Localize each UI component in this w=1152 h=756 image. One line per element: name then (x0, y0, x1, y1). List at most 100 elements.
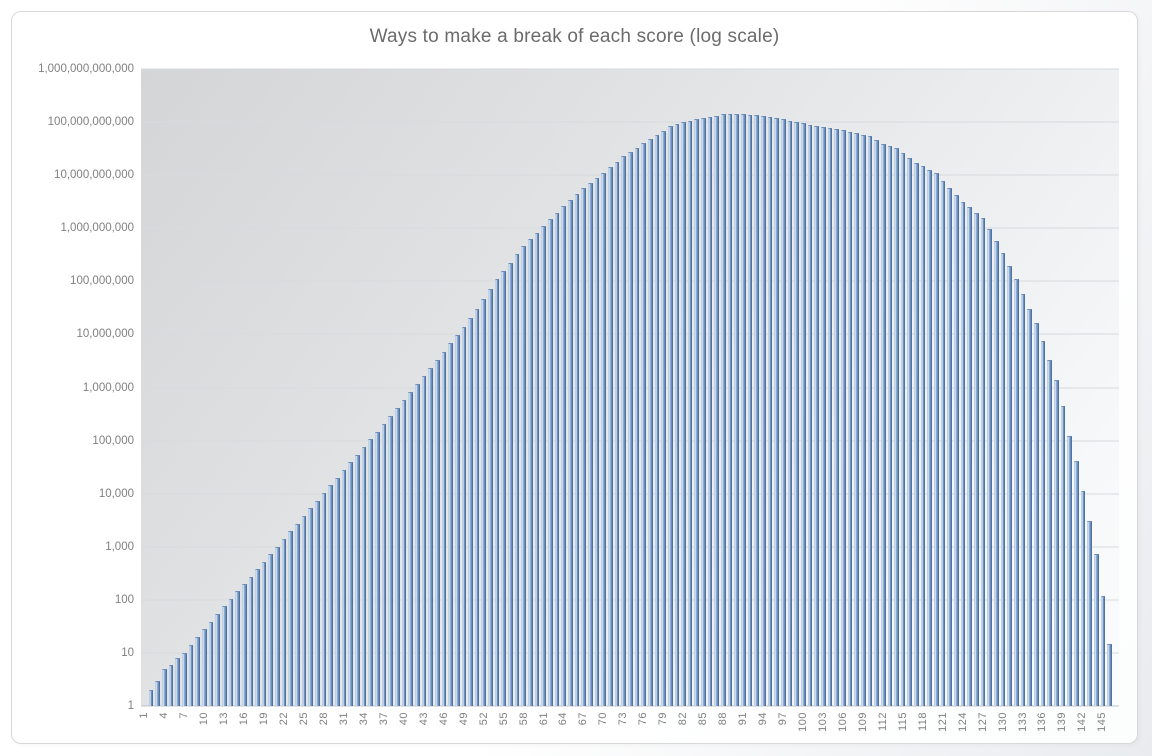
x-axis-tick-label: 61 (537, 712, 550, 726)
bar-slot (301, 69, 308, 706)
bar (215, 613, 220, 706)
bar-slot (141, 69, 148, 706)
bar (761, 115, 766, 706)
x-axis-tick-label-box: 43 (417, 712, 431, 725)
y-axis-tick-label: 100,000,000 (70, 275, 134, 288)
bar (854, 132, 859, 706)
bar (847, 131, 853, 706)
bar-slot (587, 69, 594, 706)
bar (561, 206, 566, 706)
y-axis-tick-label: 100,000 (92, 434, 134, 447)
x-axis-tick-label: 142 (1076, 712, 1089, 732)
bar-slot (494, 69, 501, 706)
bar (707, 116, 713, 706)
bar (528, 239, 533, 706)
bar-slot (733, 69, 740, 706)
bar (920, 166, 926, 706)
bar (674, 124, 680, 706)
x-axis-tick-label-box: 22 (277, 712, 291, 725)
x-axis-tick-label: 70 (597, 712, 610, 726)
x-axis-tick-label-box: 85 (696, 712, 710, 725)
bar-slot (860, 69, 867, 706)
x-axis-tick-label: 49 (457, 712, 470, 726)
x-axis-tick-label-box: 118 (916, 712, 930, 731)
bar-slot (946, 69, 953, 706)
bar-series (141, 69, 1119, 706)
x-axis-tick-label-box: 91 (736, 712, 750, 725)
x-axis-tick-label: 136 (1036, 712, 1049, 732)
bar-slot (693, 69, 700, 706)
x-axis-tick-label-box: 25 (297, 712, 311, 725)
bar-slot (547, 69, 554, 706)
bar-slot (527, 69, 534, 706)
x-axis-tick-label: 97 (777, 712, 790, 726)
bar-slot (261, 69, 268, 706)
x-axis-tick-label: 106 (836, 712, 849, 732)
x-axis-tick-label-box: 1 (137, 712, 151, 719)
bar (188, 645, 194, 706)
bar (734, 113, 740, 706)
x-axis-tick-label: 13 (218, 712, 231, 726)
bar (428, 367, 433, 706)
bar-slot (713, 69, 720, 706)
bar (967, 207, 973, 706)
bar-slot (1000, 69, 1007, 706)
y-axis-tick-label: 10,000,000 (76, 328, 134, 341)
x-axis-tick-label-box: 64 (556, 712, 570, 725)
x-axis-tick-label-box: 58 (517, 712, 531, 725)
bar (181, 652, 187, 706)
bar-slot (1046, 69, 1053, 706)
bar (408, 391, 413, 706)
bar (508, 262, 513, 706)
bar (907, 158, 913, 706)
bar (288, 531, 294, 706)
y-axis-tick-label: 10,000 (98, 487, 134, 500)
bar (201, 629, 207, 706)
bar-slot (800, 69, 807, 706)
bar (221, 606, 227, 706)
bar-slot (241, 69, 248, 706)
x-axis-tick-label-box: 127 (976, 712, 990, 732)
x-axis-tick-label-box: 10 (197, 712, 211, 725)
bar-slot (707, 69, 714, 706)
bar (248, 576, 254, 706)
bar-slot (674, 69, 681, 706)
bar (1067, 436, 1072, 706)
x-axis-tick-label-box: 106 (836, 712, 850, 732)
bar-slot (960, 69, 967, 706)
bar (614, 161, 620, 706)
bar-slot (634, 69, 641, 706)
bar-slot (361, 69, 368, 706)
x-axis-tick-label: 37 (377, 712, 390, 726)
bar-slot (1080, 69, 1087, 706)
bar-slot (341, 69, 348, 706)
bar-slot (700, 69, 707, 706)
bar (514, 254, 520, 706)
x-axis-tick-label: 16 (238, 712, 251, 726)
x-axis-tick-label: 4 (158, 712, 171, 719)
bar-slot (906, 69, 913, 706)
x-axis-tick-label-box: 115 (896, 712, 910, 731)
bar (388, 415, 393, 706)
x-axis-tick-label-box: 133 (1016, 712, 1030, 732)
bar-slot (334, 69, 341, 706)
bar-slot (787, 69, 794, 706)
y-axis-tick-label: 10 (121, 646, 134, 659)
bar-slot (620, 69, 627, 706)
bar-slot (314, 69, 321, 706)
bar (168, 664, 174, 706)
bar-slot (367, 69, 374, 706)
bar (208, 621, 214, 706)
bar (341, 470, 347, 706)
bar-slot (1026, 69, 1033, 706)
bar-slot (1053, 69, 1060, 706)
bar-slot (401, 69, 408, 706)
x-axis-tick-label-box: 103 (816, 712, 830, 732)
x-axis-tick-label: 34 (357, 712, 370, 726)
bar (874, 140, 879, 706)
bar-slot (174, 69, 181, 706)
bar-slot (347, 69, 354, 706)
bar-slot (234, 69, 241, 706)
bar (534, 232, 540, 706)
bar (900, 153, 906, 706)
